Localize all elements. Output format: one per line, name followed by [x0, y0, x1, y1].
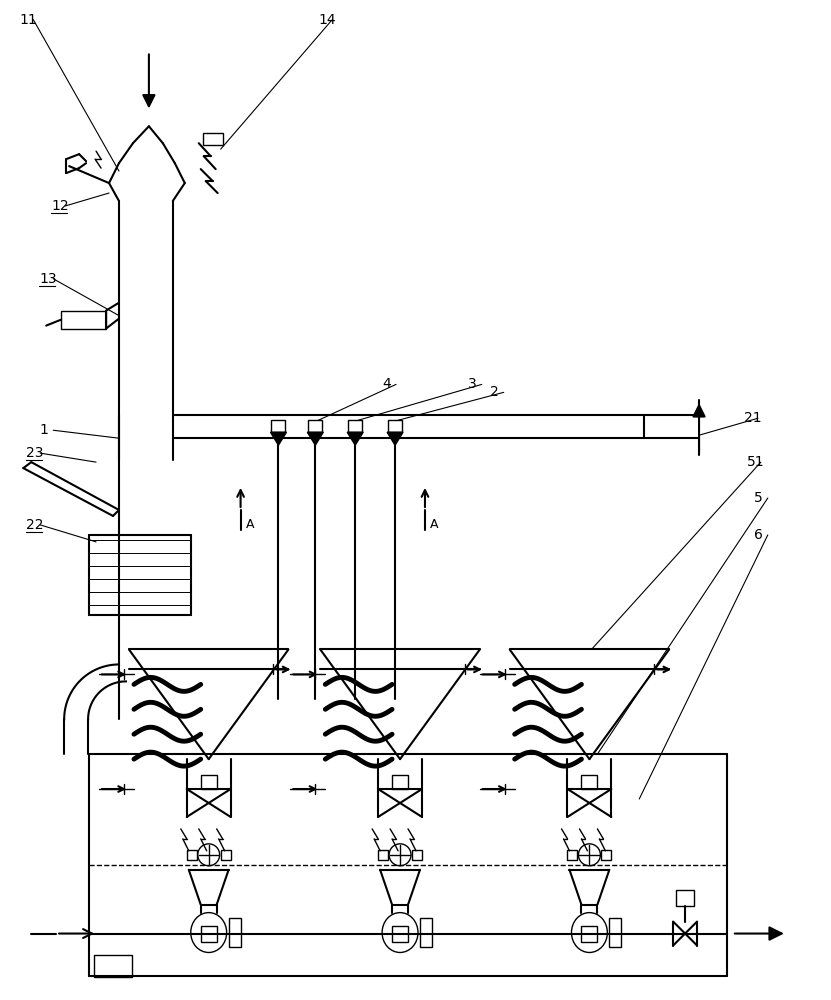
- Polygon shape: [307, 432, 323, 445]
- Bar: [412, 850, 422, 860]
- Bar: [203, 133, 223, 145]
- Bar: [676, 890, 694, 906]
- Bar: [392, 926, 408, 942]
- Bar: [308, 420, 322, 432]
- Text: 11: 11: [19, 13, 37, 27]
- Text: 22: 22: [27, 518, 44, 532]
- Bar: [609, 918, 622, 947]
- Bar: [94, 955, 132, 977]
- Text: 12: 12: [52, 199, 69, 213]
- Text: 13: 13: [39, 272, 57, 286]
- Bar: [602, 850, 612, 860]
- Bar: [568, 850, 578, 860]
- Polygon shape: [387, 432, 403, 445]
- Bar: [392, 775, 408, 789]
- Text: 3: 3: [468, 377, 476, 391]
- Bar: [420, 918, 432, 947]
- Bar: [61, 311, 106, 329]
- Bar: [582, 775, 597, 789]
- Text: 6: 6: [754, 528, 763, 542]
- Text: A: A: [430, 518, 439, 531]
- Bar: [221, 850, 231, 860]
- Bar: [229, 918, 241, 947]
- Polygon shape: [270, 432, 287, 445]
- Bar: [187, 850, 197, 860]
- Text: 23: 23: [27, 446, 44, 460]
- Polygon shape: [347, 432, 363, 445]
- Text: 14: 14: [318, 13, 336, 27]
- Text: 4: 4: [382, 377, 391, 391]
- Bar: [388, 420, 402, 432]
- Bar: [348, 420, 362, 432]
- Text: 21: 21: [744, 411, 761, 425]
- Text: 2: 2: [489, 385, 499, 399]
- Text: A: A: [246, 518, 254, 531]
- Bar: [378, 850, 388, 860]
- Text: 1: 1: [39, 423, 48, 437]
- Bar: [272, 420, 285, 432]
- Bar: [582, 926, 597, 942]
- Bar: [201, 926, 217, 942]
- Bar: [201, 775, 217, 789]
- Text: 5: 5: [754, 491, 763, 505]
- Text: 51: 51: [747, 455, 765, 469]
